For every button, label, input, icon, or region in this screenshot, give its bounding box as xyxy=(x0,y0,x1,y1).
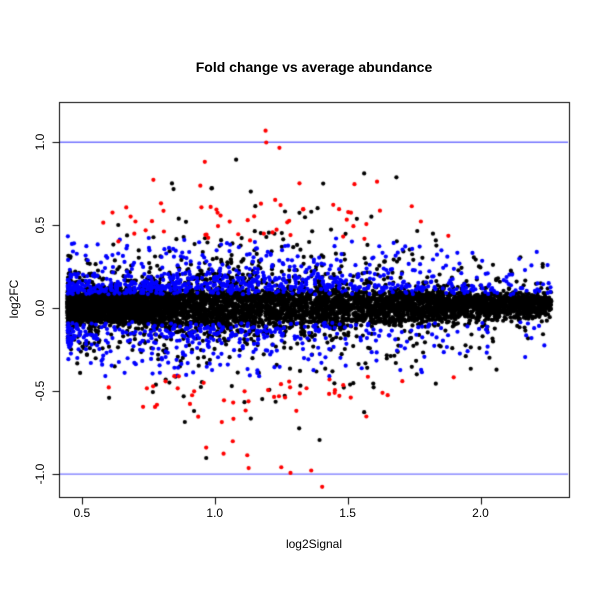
chart-title: Fold change vs average abundance xyxy=(195,59,433,75)
x-tick-label: 2.0 xyxy=(472,506,489,520)
y-tick-label: 1.0 xyxy=(33,133,47,151)
y-tick-label: -1.0 xyxy=(33,463,47,485)
x-tick-label: 0.5 xyxy=(73,506,91,520)
y-tick-label: -0.5 xyxy=(33,380,47,402)
y-tick-label: 0.0 xyxy=(33,299,47,317)
x-axis-label: log2Signal xyxy=(285,537,343,551)
y-axis-label: log2FC xyxy=(7,279,21,319)
x-tick-label: 1.5 xyxy=(339,506,356,520)
y-tick-label: 0.5 xyxy=(33,216,47,234)
x-tick-label: 1.0 xyxy=(206,506,224,520)
